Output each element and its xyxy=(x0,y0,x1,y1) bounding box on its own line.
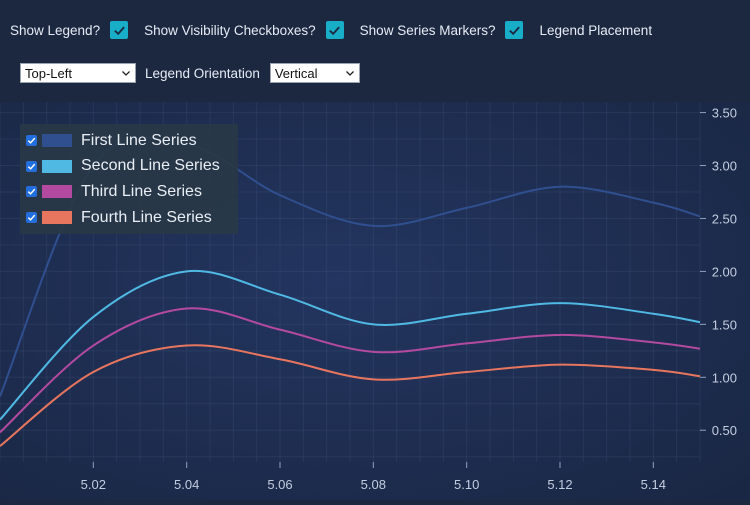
x-tick-label: 5.14 xyxy=(641,477,666,492)
y-tick-label: 1.50 xyxy=(712,317,737,332)
show-visibility-checkbox[interactable] xyxy=(325,21,344,39)
legend-label: Third Line Series xyxy=(81,182,202,200)
checkmark-icon xyxy=(27,189,36,196)
show-markers-checkbox[interactable] xyxy=(505,21,524,39)
y-tick-label: 3.00 xyxy=(712,159,737,174)
checkmark-icon xyxy=(27,137,36,145)
legend-swatch xyxy=(42,185,72,199)
x-axis: 5.02 5.04 5.06 5.08 5.10 5.12 5.14 xyxy=(81,462,666,492)
legend-label: Fourth Line Series xyxy=(81,208,212,226)
options-row-1: Show Legend? Show Visibility Checkboxes?… xyxy=(10,18,652,42)
legend-orientation-select[interactable]: Vertical xyxy=(269,63,360,83)
legend-item-4[interactable]: Fourth Line Series xyxy=(26,205,238,231)
x-tick-label: 5.06 xyxy=(267,477,292,492)
legend-visibility-checkbox[interactable] xyxy=(26,160,37,172)
legend-placement-label: Legend Placement xyxy=(539,22,653,38)
legend-placement-value: Top-Left xyxy=(25,65,72,81)
show-legend-checkbox[interactable] xyxy=(110,21,129,39)
y-axis: 0.50 1.00 1.50 2.00 2.50 3.00 3.50 xyxy=(700,106,737,438)
chevron-down-icon xyxy=(345,71,354,76)
x-tick-label: 5.04 xyxy=(174,477,199,492)
legend-swatch xyxy=(42,134,72,148)
y-tick-label: 0.50 xyxy=(712,423,737,438)
options-row-2: Top-Left Legend Orientation Vertical xyxy=(20,62,360,84)
y-tick-label: 2.00 xyxy=(712,264,737,279)
checkmark-icon xyxy=(329,26,341,35)
show-legend-label: Show Legend? xyxy=(10,22,101,38)
legend-visibility-checkbox[interactable] xyxy=(26,186,37,198)
legend-item-2[interactable]: Second Line Series xyxy=(26,154,238,180)
x-tick-label: 5.10 xyxy=(454,477,479,492)
legend-label: Second Line Series xyxy=(81,157,220,175)
legend-visibility-checkbox[interactable] xyxy=(26,135,37,147)
legend-placement-select[interactable]: Top-Left xyxy=(20,63,136,83)
chart-legend: First Line Series Second Line Series Third… xyxy=(20,124,238,234)
y-tick-label: 3.50 xyxy=(712,106,737,121)
checkmark-icon xyxy=(27,163,36,170)
checkmark-icon xyxy=(509,26,520,35)
legend-swatch xyxy=(42,159,72,173)
x-tick-label: 5.12 xyxy=(547,477,572,492)
checkmark-icon xyxy=(113,26,125,35)
x-tick-label: 5.02 xyxy=(81,477,106,492)
checkmark-icon xyxy=(27,214,36,221)
legend-orientation-value: Vertical xyxy=(274,65,318,81)
series-line-2[interactable] xyxy=(0,269,701,421)
legend-visibility-checkbox[interactable] xyxy=(26,212,37,224)
series-line-4[interactable] xyxy=(0,344,701,447)
series-line-3[interactable] xyxy=(0,307,701,434)
y-tick-label: 2.50 xyxy=(712,211,737,226)
legend-swatch xyxy=(42,211,72,225)
legend-item-3[interactable]: Third Line Series xyxy=(26,179,238,205)
y-tick-label: 1.00 xyxy=(712,370,737,385)
legend-item-1[interactable]: First Line Series xyxy=(26,128,238,154)
options-toolbar: Show Legend? Show Visibility Checkboxes?… xyxy=(0,0,750,102)
show-markers-label: Show Series Markers? xyxy=(359,22,496,38)
chevron-down-icon xyxy=(122,71,130,76)
legend-label: First Line Series xyxy=(81,131,197,149)
show-visibility-label: Show Visibility Checkboxes? xyxy=(144,22,316,38)
legend-orientation-label: Legend Orientation xyxy=(145,65,260,81)
x-tick-label: 5.08 xyxy=(361,477,386,492)
